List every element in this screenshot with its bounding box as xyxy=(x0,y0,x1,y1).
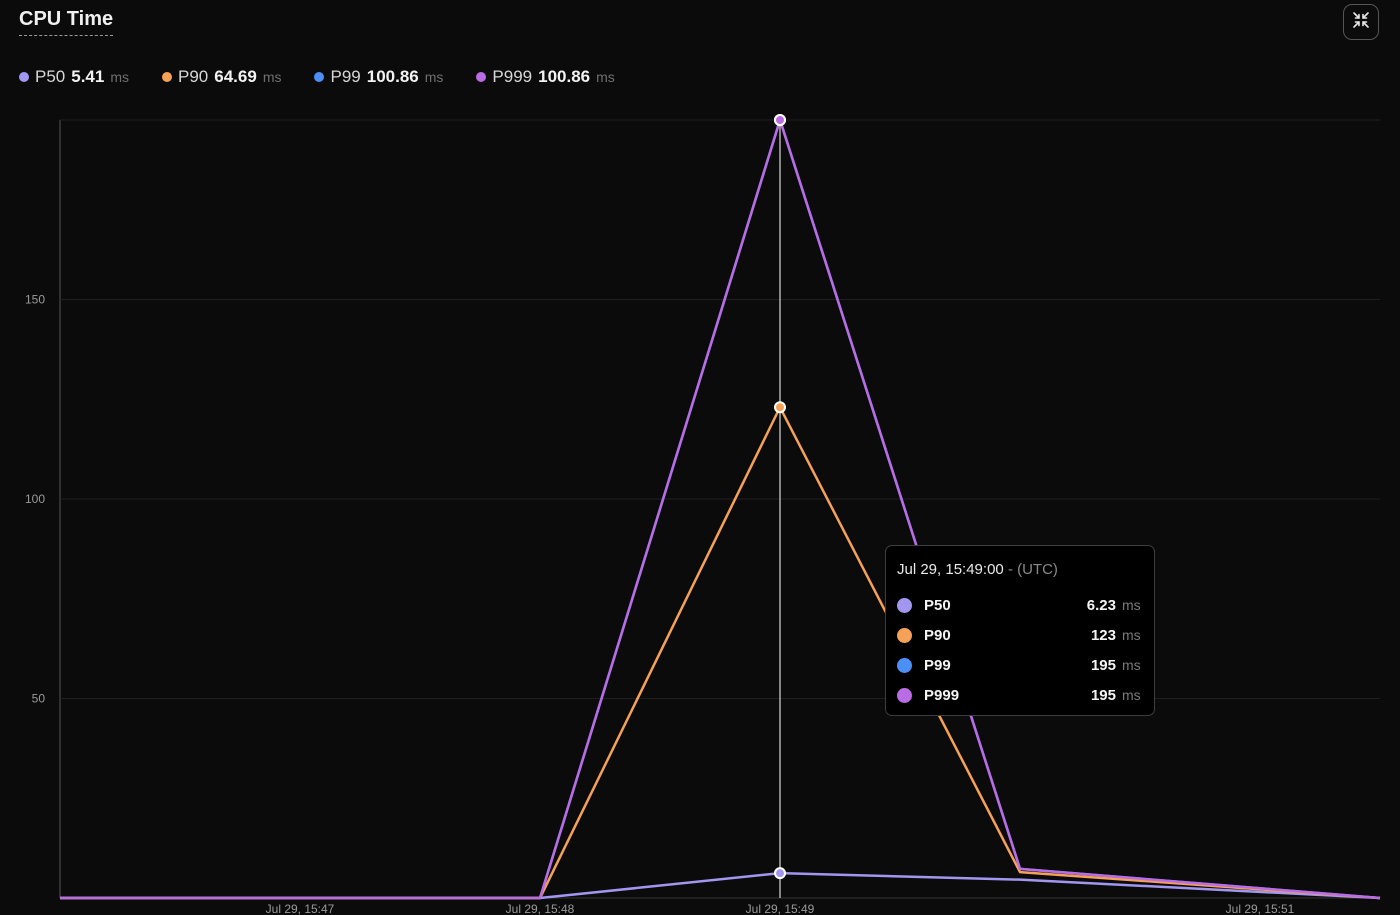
legend-dot xyxy=(476,72,487,82)
tooltip-row-p90: P90 123 ms xyxy=(897,620,1143,650)
legend-value: 64.69 xyxy=(214,67,257,86)
legend-value: 100.86 xyxy=(538,67,591,86)
tooltip-series-name: P90 xyxy=(924,626,951,644)
tooltip-series-value: 195 xyxy=(1090,686,1116,704)
legend-name: P50 xyxy=(35,67,66,86)
legend-unit: ms xyxy=(424,69,444,85)
hover-point-p50 xyxy=(774,867,786,880)
tooltip-separator: - xyxy=(1007,561,1013,578)
legend-dot xyxy=(19,72,29,82)
hover-point-p90 xyxy=(774,401,786,414)
legend-name: P90 xyxy=(178,67,209,86)
y-tick-label: 50 xyxy=(32,692,46,706)
collapse-icon xyxy=(1351,10,1371,35)
series-line-p999 xyxy=(60,118,1381,900)
legend-unit: ms xyxy=(262,69,282,85)
tooltip-row-p50: P50 6.23 ms xyxy=(897,590,1143,620)
y-tick-label: 150 xyxy=(25,293,45,307)
tooltip-unit: ms xyxy=(1122,627,1141,643)
tooltip-header: Jul 29, 15:49:00 - (UTC) xyxy=(897,561,1143,578)
tooltip-series-name: P999 xyxy=(924,686,960,704)
tooltip-time: Jul 29, 15:49:00 xyxy=(897,561,1004,578)
panel-title[interactable]: CPU Time xyxy=(19,8,114,36)
legend-item-p99[interactable]: P99 100.86 ms xyxy=(314,67,443,87)
hover-point-p999 xyxy=(774,114,786,126)
y-tick-label: 100 xyxy=(25,492,45,506)
series-line-p90 xyxy=(60,406,1381,900)
legend-dot xyxy=(162,72,173,82)
tooltip-series-value: 6.23 xyxy=(1086,596,1116,614)
legend-value: 100.86 xyxy=(366,67,419,86)
hover-tooltip: Jul 29, 15:49:00 - (UTC) P50 6.23 ms P90… xyxy=(885,545,1155,716)
tooltip-timezone: (UTC) xyxy=(1017,561,1058,578)
legend-item-p50[interactable]: P50 5.41 ms xyxy=(19,67,129,87)
tooltip-dot xyxy=(897,597,912,613)
legend-name: P999 xyxy=(492,67,533,86)
tooltip-row-p999: P999 195 ms xyxy=(897,680,1143,710)
x-tick-label: Jul 29, 15:48 xyxy=(506,902,575,915)
legend-unit: ms xyxy=(596,69,615,85)
tooltip-dot xyxy=(897,687,912,703)
legend-dot xyxy=(314,72,325,82)
series-line-p50 xyxy=(60,871,1381,900)
legend-value: 5.41 xyxy=(71,67,105,86)
tooltip-unit: ms xyxy=(1122,657,1141,673)
legend-item-p90[interactable]: P90 64.69 ms xyxy=(162,67,281,87)
legend-item-p999[interactable]: P999 100.86 ms xyxy=(476,67,615,87)
tooltip-unit: ms xyxy=(1122,687,1141,703)
tooltip-series-value: 195 xyxy=(1090,656,1116,674)
tooltip-row-p99: P99 195 ms xyxy=(897,650,1143,680)
legend-unit: ms xyxy=(110,69,130,85)
tooltip-series-name: P50 xyxy=(924,596,951,614)
legend: P50 5.41 ms P90 64.69 ms P99 100.86 ms P… xyxy=(19,66,648,88)
tooltip-dot xyxy=(897,657,912,673)
x-tick-label: Jul 29, 15:51 xyxy=(1226,902,1295,915)
minimize-button[interactable] xyxy=(1343,4,1379,40)
tooltip-dot xyxy=(897,627,912,643)
x-tick-label: Jul 29, 15:47 xyxy=(266,902,335,915)
tooltip-series-value: 123 xyxy=(1090,626,1116,644)
tooltip-series-name: P99 xyxy=(924,656,951,674)
x-tick-label: Jul 29, 15:49 xyxy=(746,902,815,915)
tooltip-unit: ms xyxy=(1122,597,1141,613)
series-line-p99 xyxy=(60,118,1381,900)
legend-name: P99 xyxy=(330,67,361,86)
